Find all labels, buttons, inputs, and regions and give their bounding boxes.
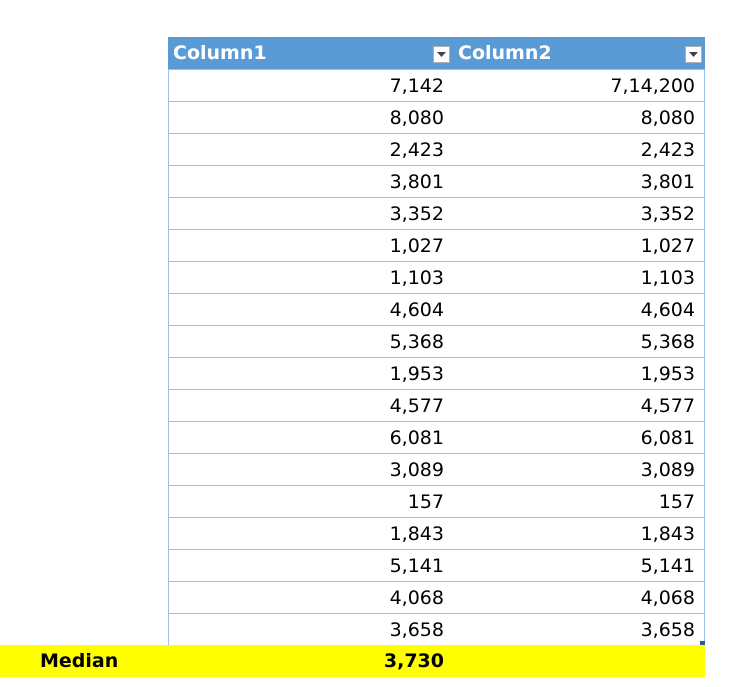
column1-header-label: Column1 [173, 42, 267, 64]
table-header-row: Column1 Column2 [168, 37, 705, 70]
column2-header[interactable]: Column2 [453, 37, 705, 69]
column1-cell[interactable]: 4,068 [168, 582, 453, 613]
column2-header-label: Column2 [458, 42, 552, 64]
column2-cell[interactable]: 4,604 [453, 294, 705, 325]
column1-cell[interactable]: 157 [168, 486, 453, 517]
table-row: 1,027 1,027 [168, 230, 705, 262]
column1-cell[interactable]: 1,843 [168, 518, 453, 549]
median-summary-row: Median 3,730 [0, 645, 705, 677]
table-row: 4,068 4,068 [168, 582, 705, 614]
column2-cell[interactable]: 1,027 [453, 230, 705, 261]
column2-cell[interactable]: 7,14,200 [453, 70, 705, 101]
column2-cell[interactable]: 2,423 [453, 134, 705, 165]
column1-cell[interactable]: 1,027 [168, 230, 453, 261]
column1-cell[interactable]: 8,080 [168, 102, 453, 133]
column2-cell[interactable]: 6,081 [453, 422, 705, 453]
table-row: 3,089 3,089 [168, 454, 705, 486]
column2-cell[interactable]: 5,141 [453, 550, 705, 581]
column1-cell[interactable]: 3,089 [168, 454, 453, 485]
column1-cell[interactable]: 6,081 [168, 422, 453, 453]
column2-cell[interactable]: 1,843 [453, 518, 705, 549]
column2-cell[interactable]: 3,352 [453, 198, 705, 229]
column1-cell[interactable]: 2,423 [168, 134, 453, 165]
table-row: 1,953 1,953 [168, 358, 705, 390]
chevron-down-icon [437, 51, 446, 57]
column2-cell[interactable]: 5,368 [453, 326, 705, 357]
column2-cell[interactable]: 157 [453, 486, 705, 517]
column1-cell[interactable]: 3,352 [168, 198, 453, 229]
table-row: 8,080 8,080 [168, 102, 705, 134]
column2-cell[interactable]: 3,089 [453, 454, 705, 485]
column1-cell[interactable]: 4,604 [168, 294, 453, 325]
table-row: 1,103 1,103 [168, 262, 705, 294]
table-resize-handle[interactable] [700, 641, 705, 646]
table-row: 1,843 1,843 [168, 518, 705, 550]
column2-cell[interactable]: 4,577 [453, 390, 705, 421]
column1-cell[interactable]: 7,142 [168, 70, 453, 101]
column1-cell[interactable]: 3,801 [168, 166, 453, 197]
table-row: 5,141 5,141 [168, 550, 705, 582]
column2-cell[interactable]: 4,068 [453, 582, 705, 613]
column2-cell[interactable]: 1,953 [453, 358, 705, 389]
column1-cell[interactable]: 1,103 [168, 262, 453, 293]
column1-cell[interactable]: 4,577 [168, 390, 453, 421]
column1-cell[interactable]: 1,953 [168, 358, 453, 389]
chevron-down-icon [689, 51, 698, 57]
table-row: 3,658 3,658 [168, 614, 705, 646]
table-row: 6,081 6,081 [168, 422, 705, 454]
column1-header[interactable]: Column1 [168, 37, 453, 69]
table-row: 3,352 3,352 [168, 198, 705, 230]
table-row: 4,577 4,577 [168, 390, 705, 422]
median-value[interactable]: 3,730 [383, 650, 444, 672]
data-table: Column1 Column2 7,142 7,14,200 8,080 8,0… [168, 37, 705, 646]
column2-cell[interactable]: 3,658 [453, 614, 705, 645]
column1-cell[interactable]: 3,658 [168, 614, 453, 645]
table-row: 2,423 2,423 [168, 134, 705, 166]
column1-cell[interactable]: 5,368 [168, 326, 453, 357]
column1-cell[interactable]: 5,141 [168, 550, 453, 581]
table-row: 157 157 [168, 486, 705, 518]
column2-cell[interactable]: 1,103 [453, 262, 705, 293]
table-row: 5,368 5,368 [168, 326, 705, 358]
table-row: 7,142 7,14,200 [168, 70, 705, 102]
column2-filter-button[interactable] [685, 46, 702, 63]
table-row: 4,604 4,604 [168, 294, 705, 326]
column2-cell[interactable]: 8,080 [453, 102, 705, 133]
median-label: Median [40, 650, 119, 672]
column2-cell[interactable]: 3,801 [453, 166, 705, 197]
column1-filter-button[interactable] [433, 46, 450, 63]
table-row: 3,801 3,801 [168, 166, 705, 198]
